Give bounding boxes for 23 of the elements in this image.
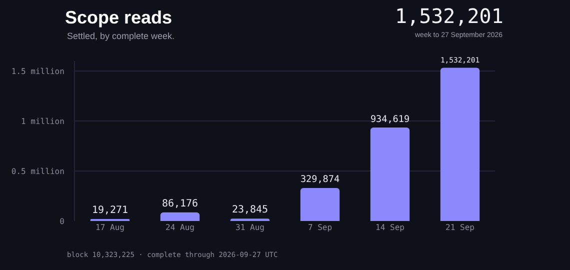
text: 1,532,201: [395, 4, 504, 28]
bar: [300, 188, 340, 221]
x-tick-label: 24 Aug: [166, 223, 195, 232]
y-tick-label: 0.5 million: [11, 166, 65, 176]
data-label: 934,619: [370, 114, 410, 125]
data-label: 1,532,201: [440, 56, 480, 65]
x-tick-label: 31 Aug: [236, 223, 265, 232]
data-label: 86,176: [162, 198, 198, 210]
y-tick-label: 0: [60, 216, 65, 226]
data-label: 329,874: [300, 174, 340, 186]
bar: [160, 212, 200, 221]
data-label: 23,845: [232, 204, 268, 216]
x-tick-label: 17 Aug: [96, 223, 125, 232]
bar: [440, 68, 480, 221]
data-label: 19,271: [92, 205, 128, 216]
bar: [370, 128, 410, 221]
chart-title: Scope reads: [65, 7, 172, 28]
y-tick-label: 1 million: [21, 116, 65, 126]
x-tick-label: 21 Sep: [446, 223, 475, 232]
y-tick-label: 1.5 million: [11, 66, 65, 76]
x-tick-label: 7 Sep: [308, 223, 332, 232]
chart-subtitle: Settled, by complete week.: [67, 31, 175, 41]
x-tick-label: 14 Sep: [376, 223, 405, 232]
